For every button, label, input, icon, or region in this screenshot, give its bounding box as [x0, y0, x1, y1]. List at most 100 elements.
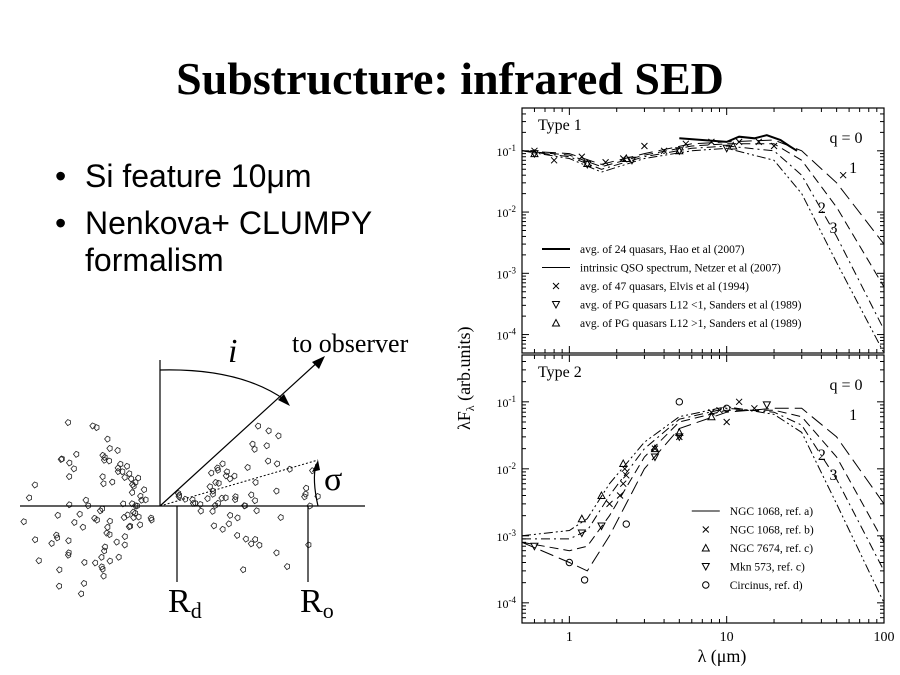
triangle-up-marker [597, 490, 606, 499]
type2-panel: 10-4 10-3 10-2 10-1 1 10 100 Type 2 q = 0 1 23 NGC … [497, 354, 895, 645]
dust-cloud [189, 496, 196, 504]
dust-cloud [251, 445, 258, 453]
dust-cloud [31, 481, 38, 489]
triangle-up-marker [582, 158, 592, 168]
triangle-down-marker [627, 156, 637, 165]
inclination-label: i [228, 333, 237, 370]
triangle-up-marker [728, 141, 738, 150]
triangle-up-marker [674, 146, 684, 155]
circle-marker [580, 576, 589, 584]
dust-cloud [273, 460, 280, 468]
triangle-up-marker [551, 318, 561, 327]
dust-cloud [130, 514, 137, 522]
curve-label: 2 [818, 447, 826, 464]
x-tick-label: 1 [566, 630, 573, 645]
dust-cloud [218, 494, 225, 502]
dust-cloud [106, 517, 113, 525]
legend-label: NGC 1068, ref. b) [730, 525, 814, 537]
triangle-down-marker [650, 453, 660, 462]
dust-cloud [226, 511, 233, 519]
dust-cloud [286, 465, 293, 473]
legend-label: avg. of 47 quasars, Elvis et al (1994) [580, 281, 749, 293]
dust-cloud [251, 497, 258, 505]
curve-label: 1 [849, 407, 857, 424]
dust-cloud [31, 536, 38, 544]
x-marker [839, 171, 847, 179]
dust-cloud [125, 470, 133, 478]
dust-cloud [101, 543, 108, 551]
dust-cloud [58, 455, 65, 463]
x-marker [550, 156, 558, 164]
curve-label: q = 0 [829, 130, 862, 147]
triangle-up-marker [621, 153, 631, 162]
dust-cloud [48, 540, 55, 548]
triangle-down-marker [701, 563, 711, 572]
dust-cloud [273, 549, 280, 557]
legend-label: intrinsic QSO spectrum, Netzer et al (20… [580, 263, 781, 275]
dust-cloud [226, 475, 233, 483]
dust-cloud [80, 559, 88, 567]
dust-cloud [65, 537, 72, 545]
observer-label: to observer [292, 329, 409, 358]
dust-cloud [70, 518, 78, 526]
dust-cloud [93, 424, 100, 432]
dust-cloud [91, 559, 99, 567]
dust-cloud [209, 507, 216, 515]
dust-cloud [65, 501, 73, 509]
dust-cloud [214, 466, 221, 474]
dust-cloud [105, 457, 112, 465]
dust-cloud [104, 435, 111, 443]
dust-cloud [96, 507, 104, 515]
dust-cloud [100, 480, 107, 488]
dust-cloud [52, 531, 60, 539]
curve-label: 2 [818, 200, 826, 217]
dust-cloud [80, 579, 87, 587]
y-tick-label: 10-1 [497, 143, 517, 159]
x-marker [660, 147, 668, 155]
triangle-up-marker [674, 427, 684, 436]
dust-cloud [234, 514, 241, 522]
dust-cloud [265, 427, 272, 435]
y-tick-label: 10-3 [497, 528, 517, 544]
dust-cloud [104, 523, 111, 531]
dust-cloud [231, 472, 238, 480]
dust-cloud [65, 549, 72, 557]
x-marker [675, 433, 683, 441]
dust-cloud [222, 494, 229, 502]
dust-cloud [138, 496, 145, 504]
x-marker [578, 153, 586, 161]
legend-label: avg. of PG quasars L12 <1, Sanders et al… [580, 300, 802, 312]
triangle-down-marker [674, 433, 684, 442]
dust-cloud [135, 513, 142, 521]
type1-panel: 10-4 10-3 10-2 10-1 Type 1 q = 0 1 23 avg. of 24… [497, 107, 885, 354]
dust-cloud [128, 489, 135, 497]
dust-cloud [219, 460, 226, 468]
dust-cloud [91, 514, 98, 522]
dust-cloud [20, 518, 27, 526]
clumpy-torus-diagram: i to observer σ Rd Ro [20, 329, 409, 623]
dust-cloud [219, 525, 226, 533]
dust-cloud [275, 432, 282, 440]
dust-cloud [253, 507, 260, 515]
series-line [522, 409, 884, 552]
dust-cloud [212, 479, 219, 487]
y-tick-label: 10-2 [497, 461, 517, 477]
dust-cloud [223, 468, 230, 476]
series-line [522, 406, 884, 604]
legend-label: Circinus, ref. d) [730, 580, 803, 592]
circle-marker [722, 404, 731, 413]
dust-cloud [53, 534, 61, 542]
dust-cloud [113, 538, 120, 546]
circle-marker [622, 520, 630, 528]
triangle-up-marker [701, 543, 711, 552]
sigma-line [159, 459, 319, 507]
x-marker [622, 471, 630, 479]
series-line [522, 407, 884, 572]
triangle-up-marker [707, 412, 716, 421]
dust-cloud [98, 553, 105, 561]
series-line [522, 143, 884, 288]
dust-cloud [302, 484, 309, 492]
circle-marker [675, 398, 684, 406]
triangle-down-marker [582, 160, 592, 169]
